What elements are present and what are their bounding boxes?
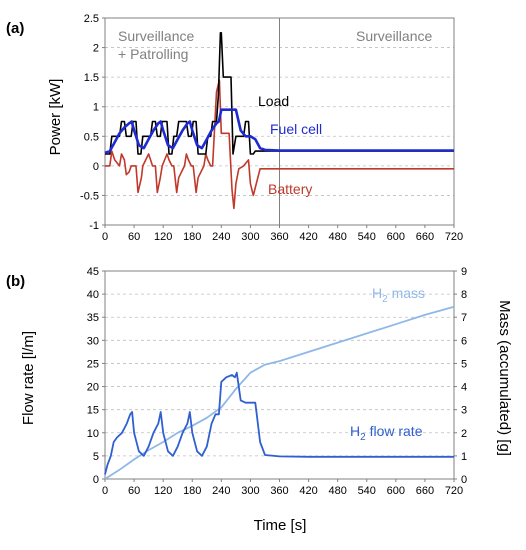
y-tick-label: 5 [93,451,99,463]
series-label-load: Load [258,93,289,109]
y-right-tick-label: 8 [461,289,467,301]
x-tick-label: 300 [241,485,259,497]
panel-b-y-ticks-right: 0 1 2 3 4 5 6 7 8 9 [454,266,467,486]
y-tick-label: 0.5 [84,131,99,143]
x-tick-label: 480 [328,485,346,497]
h2-flow-label-sub: 2 [360,432,366,443]
series-label-h2-mass: H2 mass [372,285,425,305]
x-tick-label: 180 [183,485,201,497]
y-right-tick-label: 1 [461,451,467,463]
x-tick-label: 600 [387,231,405,243]
h2-mass-label-rest: mass [388,285,425,301]
panel-b-plot-area [104,270,455,480]
x-tick-label: 180 [183,231,201,243]
y-right-tick-label: 6 [461,335,467,347]
y-tick-label: 1.5 [84,72,99,84]
y-tick-label: 1 [93,102,99,114]
x-tick-label: 120 [154,231,172,243]
region-label-patrolling-line2: + Patrolling [118,46,188,62]
x-tick-label: 0 [102,485,108,497]
series-label-battery: Battery [268,181,312,197]
y-tick-label: 0 [93,161,99,173]
panel-a-y-ticks: -1 -0.5 0 0.5 1 1.5 2 2.5 [80,13,105,232]
panel-a-y-axis-label: Power [kW] [47,79,64,156]
x-tick-label: 420 [299,485,317,497]
x-tick-label: 360 [270,485,288,497]
h2-mass-label-sub: 2 [382,294,388,305]
panel-a-series [104,31,454,210]
y-tick-label: 0 [93,474,99,486]
panel-b-y-ticks-left: 0 5 10 15 20 25 30 35 40 45 [87,266,105,486]
region-label-surveillance: Surveillance [356,28,432,44]
h2-flow-label-rest: flow rate [366,423,423,439]
y-tick-label: 2.5 [84,13,99,25]
y-right-tick-label: 3 [461,405,467,417]
y-tick-label: 20 [87,382,99,394]
panel-a-label: (a) [6,20,24,37]
series-label-fuel-cell: Fuel cell [270,121,322,137]
panel-b-x-axis-label: Time [s] [254,517,307,534]
panel-b-label: (b) [6,273,25,290]
panel-a: (a) 0 60 120 180 240 300 360 420 480 540 600 660 720… [6,13,463,243]
y-right-tick-label: 2 [461,428,467,440]
x-tick-label: 0 [102,231,108,243]
x-tick-label: 300 [241,231,259,243]
panel-b-y-axis-label-left: Flow rate [l/m] [20,331,37,425]
x-tick-label: 540 [358,485,376,497]
x-tick-label: 720 [445,485,463,497]
region-label-patrolling-line1: Surveillance [118,28,194,44]
x-tick-label: 60 [128,231,140,243]
y-right-tick-label: 9 [461,266,467,278]
x-tick-label: 660 [416,231,434,243]
panel-a-x-ticks: 0 60 120 180 240 300 360 420 480 540 600 660 720 [102,225,463,243]
x-tick-label: 60 [128,485,140,497]
battery-line [105,79,454,210]
fuel-cell-line [104,108,454,155]
y-tick-label: 35 [87,312,99,324]
series-label-h2-flow-rate: H2 flow rate [350,423,423,443]
y-tick-label: 25 [87,358,99,370]
y-right-tick-label: 0 [461,474,467,486]
y-tick-label: 45 [87,266,99,278]
y-right-tick-label: 4 [461,382,467,394]
y-right-tick-label: 5 [461,358,467,370]
x-tick-label: 600 [387,485,405,497]
panel-b-y-axis-label-right: Mass (accumulated) [g] [496,300,513,456]
x-tick-label: 240 [212,231,230,243]
x-tick-label: 720 [445,231,463,243]
y-tick-label: 2 [93,43,99,55]
x-tick-label: 120 [154,485,172,497]
y-right-tick-label: 7 [461,312,467,324]
x-tick-label: 360 [270,231,288,243]
x-tick-label: 480 [328,231,346,243]
load-line [105,31,454,155]
y-tick-label: -1 [89,220,99,232]
panel-b: (b) 0 60 120 180 240 300 360 420 480 540 600 660 720… [6,266,513,534]
h2-flow-label-h: H [350,423,360,439]
y-tick-label: 10 [87,428,99,440]
x-tick-label: 540 [358,231,376,243]
y-tick-label: 30 [87,335,99,347]
x-tick-label: 420 [299,231,317,243]
y-tick-label: -0.5 [80,190,99,202]
h2-mass-label-h: H [372,285,382,301]
panel-b-x-ticks: 0 60 120 180 240 300 360 420 480 540 600 660 720 [102,479,463,497]
y-tick-label: 40 [87,289,99,301]
y-tick-label: 15 [87,405,99,417]
h2-mass-line [104,305,455,480]
x-tick-label: 660 [416,485,434,497]
x-tick-label: 240 [212,485,230,497]
panel-b-series [104,305,455,480]
h2-flow-rate-line [104,371,454,475]
